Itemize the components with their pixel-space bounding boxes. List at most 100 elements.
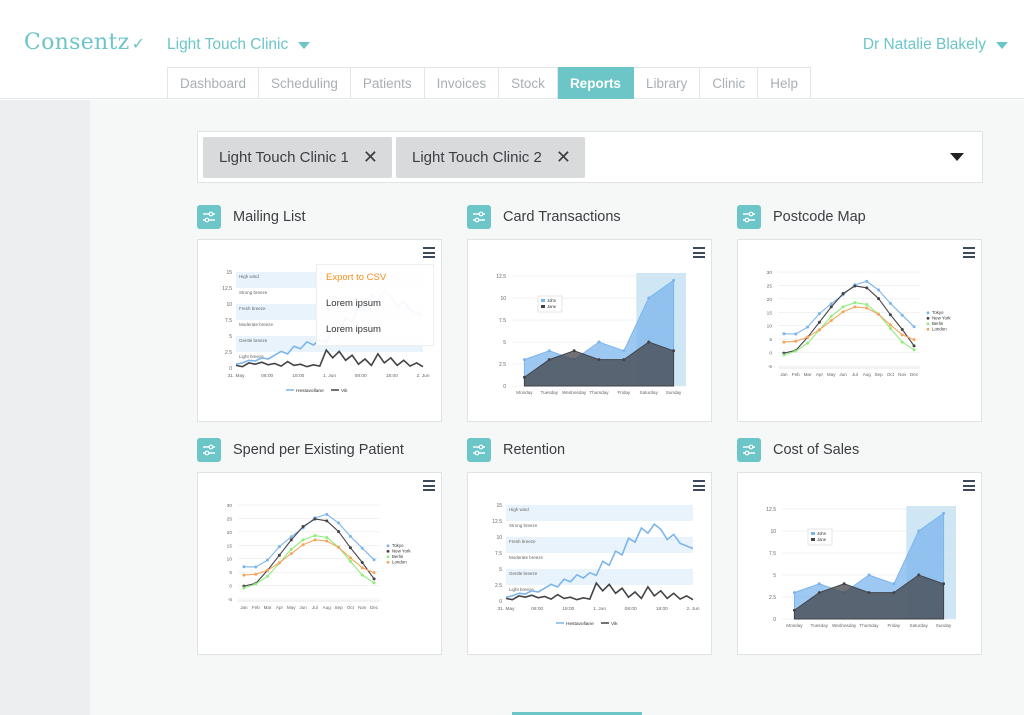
widget-title: Retention xyxy=(467,438,565,462)
tab-invoices[interactable]: Invoices xyxy=(424,67,500,99)
legend-marker xyxy=(386,549,390,553)
legend-label: Hestavollane xyxy=(566,621,594,627)
wind-band xyxy=(506,505,693,521)
y-tick-label: 10 xyxy=(767,324,773,330)
tab-dashboard[interactable]: Dashboard xyxy=(167,67,260,99)
london-point xyxy=(877,312,881,316)
legend-label: New York xyxy=(932,316,951,321)
y-tick-label: 0 xyxy=(769,351,772,357)
x-tick-label: Aug xyxy=(863,372,872,377)
sliders-icon[interactable] xyxy=(197,205,221,229)
legend-swatch xyxy=(811,532,815,535)
y-tick-label: 15 xyxy=(226,270,232,276)
y-tick-label: 20 xyxy=(227,530,233,536)
berlin-point xyxy=(806,341,810,345)
x-tick-label: 18:00 xyxy=(386,373,398,379)
bottom-button-edge[interactable] xyxy=(512,712,642,715)
clinic-selector[interactable]: Light Touch Clinic xyxy=(167,36,311,54)
tokyo-point xyxy=(372,558,376,562)
user-menu[interactable]: Dr Natalie Blakely xyxy=(863,36,1008,54)
hamburger-menu-icon[interactable] xyxy=(423,247,435,261)
newyork-point xyxy=(817,320,821,324)
clinic-name: Light Touch Clinic xyxy=(167,36,289,53)
chart-card: High wind Strong breeze Fresh breeze Modera… xyxy=(467,472,712,655)
y-tick-label: 12.5 xyxy=(222,286,232,292)
sliders-icon[interactable] xyxy=(197,438,221,462)
y-tick-label: 15 xyxy=(496,503,502,509)
y-tick-label: 15 xyxy=(767,310,773,316)
legend-label: Berlin xyxy=(932,321,944,326)
hamburger-menu-icon[interactable] xyxy=(693,480,705,494)
clinic-filter[interactable]: Light Touch Clinic 1 ✕ Light Touch Clinic… xyxy=(197,131,983,183)
tab-reports[interactable]: Reports xyxy=(557,67,634,99)
berlin-point xyxy=(289,547,293,551)
x-tick-label: Sunday xyxy=(936,623,952,628)
hamburger-menu-icon[interactable] xyxy=(963,247,975,261)
wind-band xyxy=(506,537,693,553)
sliders-icon[interactable] xyxy=(737,438,761,462)
tokyo-point xyxy=(254,565,258,569)
tab-library[interactable]: Library xyxy=(633,67,701,99)
london-point xyxy=(853,305,857,309)
legend-label: John xyxy=(817,531,827,536)
y-tick-label: 5 xyxy=(773,573,776,579)
close-icon[interactable]: ✕ xyxy=(362,147,378,167)
legend-swatch xyxy=(541,305,545,308)
y-tick-label: 0 xyxy=(773,617,776,623)
x-tick-label: 31. May xyxy=(497,606,515,612)
legend-swatch xyxy=(541,299,545,302)
legend-marker xyxy=(926,316,930,320)
tokyo-point xyxy=(865,279,869,283)
band-label: Fresh breeze xyxy=(509,539,536,544)
london-point xyxy=(289,552,293,556)
menu-item[interactable]: Lorem ipsum xyxy=(326,324,381,335)
x-tick-label: Jan xyxy=(240,605,248,610)
berlin-point xyxy=(372,581,376,585)
main-nav-tabs: Dashboard Scheduling Patients Invoices Stock… xyxy=(167,67,811,99)
hamburger-menu-icon[interactable] xyxy=(693,247,705,261)
y-tick-label: 0 xyxy=(503,384,506,390)
check-icon: ✓ xyxy=(131,34,146,53)
menu-item[interactable]: Export to CSV xyxy=(326,272,387,283)
tab-help[interactable]: Help xyxy=(758,67,811,99)
sliders-icon[interactable] xyxy=(737,205,761,229)
chart-svg: 12.5 10 7.5 5 2.5 0 Monday Tuesday Wednesday Thur… xyxy=(766,506,956,628)
newyork-point xyxy=(348,546,352,550)
hamburger-menu-icon[interactable] xyxy=(423,480,435,494)
x-tick-label: Oct xyxy=(347,605,355,610)
newyork-point xyxy=(325,519,329,523)
x-tick-label: Saturday xyxy=(640,390,659,395)
legend-marker xyxy=(926,322,930,326)
newyork-point xyxy=(360,560,364,564)
y-tick-label: 2.5 xyxy=(225,350,232,356)
menu-item[interactable]: Lorem ipsum xyxy=(326,298,381,309)
tab-clinic[interactable]: Clinic xyxy=(700,67,759,99)
y-tick-label: 2.5 xyxy=(769,595,776,601)
sliders-icon[interactable] xyxy=(467,438,491,462)
newyork-point xyxy=(313,517,317,521)
band-label: Fresh breeze xyxy=(239,306,266,311)
newyork-point xyxy=(289,538,293,542)
chart-card: 30 25 20 15 10 5 0 -5 Jan Feb Mar Apr May Jun Jul Aug Se… xyxy=(197,472,442,655)
tab-patients[interactable]: Patients xyxy=(350,67,425,99)
filter-chip[interactable]: Light Touch Clinic 1 ✕ xyxy=(203,137,392,178)
x-tick-label: 18:00 xyxy=(656,606,668,612)
dropdown-caret-icon[interactable] xyxy=(950,153,964,161)
tab-stock[interactable]: Stock xyxy=(499,67,558,99)
jane-area-point xyxy=(842,582,846,586)
hamburger-menu-icon[interactable] xyxy=(963,480,975,494)
y-tick-label: 12.5 xyxy=(766,507,776,513)
filter-chip[interactable]: Light Touch Clinic 2 ✕ xyxy=(396,137,585,178)
widget-title: Cost of Sales xyxy=(737,438,859,462)
band-label: Gentle breeze xyxy=(509,571,538,576)
close-icon[interactable]: ✕ xyxy=(555,147,571,167)
sliders-icon[interactable] xyxy=(467,205,491,229)
tab-scheduling[interactable]: Scheduling xyxy=(259,67,351,99)
berlin-point xyxy=(242,586,246,590)
tokyo-point xyxy=(888,301,892,305)
john-area-point xyxy=(622,349,626,353)
widget-title: Card Transactions xyxy=(467,205,621,229)
widget-title: Mailing List xyxy=(197,205,306,229)
berlin-point xyxy=(900,340,904,344)
consentz-logo[interactable]: Consentz ✓ xyxy=(24,30,146,55)
